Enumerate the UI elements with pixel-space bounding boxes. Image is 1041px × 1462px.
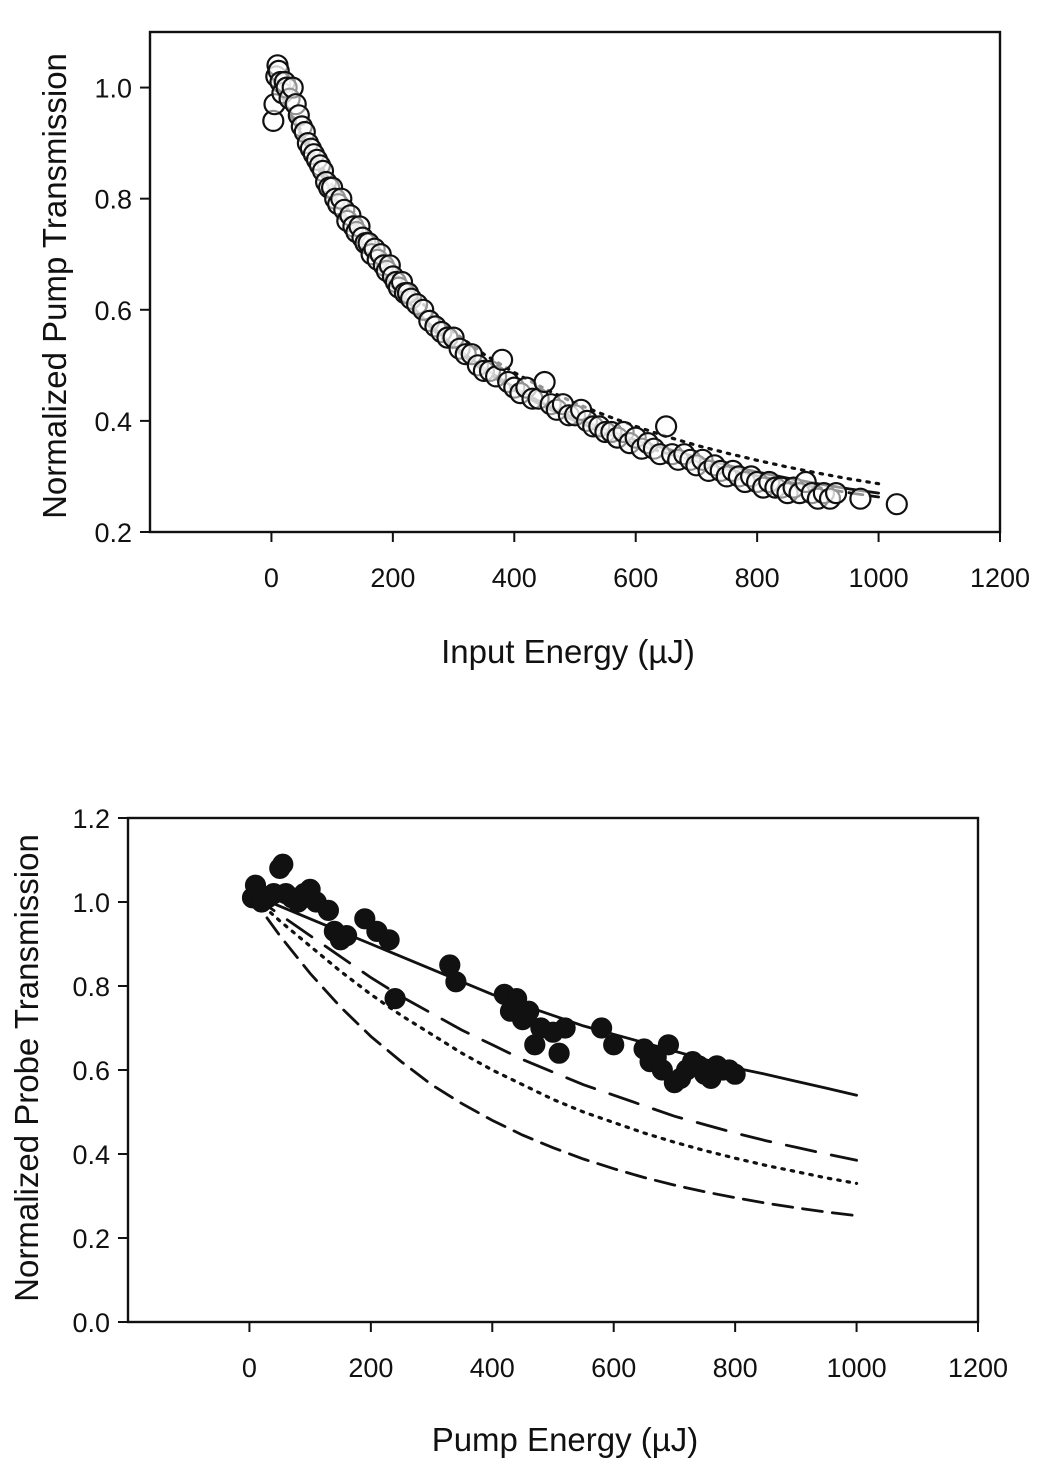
probe-data-point [336,924,358,947]
probe-x-axis: 0 200 400 600 800 1000 1200 [242,1322,1008,1383]
probe-data-point [384,987,406,1010]
probe-series-layer [241,853,859,1218]
pump-x-tick-label: 1000 [849,563,909,593]
probe-data-point [657,1034,680,1056]
probe-data-point [272,853,294,875]
probe-y-tick-label: 0.2 [72,1224,110,1254]
probe-data-point [378,929,400,951]
probe-x-tick-label: 200 [348,1353,393,1383]
probe-x-axis-title: Pump Energy (µJ) [432,1421,699,1458]
pump-data-point [885,493,908,516]
probe-fit-curve-medium-dash [248,892,858,1218]
pump-data-point [491,348,514,371]
probe-x-tick-label: 1200 [948,1353,1008,1383]
pump-y-tick-label: 0.2 [94,518,132,548]
probe-x-tick-label: 400 [470,1353,515,1383]
probe-data-point [548,1042,570,1064]
probe-data-point [724,1063,746,1085]
pump-x-axis-title: Input Energy (µJ) [441,633,695,670]
pump-plot-frame [148,30,1002,534]
probe-y-tick-label: 0.4 [72,1140,110,1170]
probe-data-point [590,1017,613,1039]
probe-y-tick-label: 1.0 [72,888,110,918]
pump-x-axis: 0 200 400 600 800 1000 1200 [264,532,1030,593]
probe-fit-curve-long-dash [248,892,858,1162]
pump-y-axis: 0.2 0.4 0.6 0.8 1.0 [94,74,150,548]
pump-x-tick-label: 400 [492,563,537,593]
pump-y-tick-label: 0.6 [94,296,132,326]
probe-x-tick-label: 0 [242,1353,257,1383]
probe-y-axis-title: Normalized Probe Transmission [8,834,45,1302]
probe-x-tick-label: 800 [713,1353,758,1383]
probe-data-point [317,899,339,922]
probe-data-point [554,1017,576,1039]
pump-x-tick-label: 0 [264,563,279,593]
pump-x-tick-label: 200 [370,563,415,593]
pump-data-point [824,482,848,505]
pump-plot-border [148,30,1002,534]
probe-y-tick-label: 0.6 [72,1056,110,1086]
pump-y-tick-label: 1.0 [94,74,132,104]
probe-y-tick-label: 1.2 [72,804,110,834]
probe-fit-curve-dotted [247,892,859,1185]
probe-x-tick-label: 1000 [827,1353,887,1383]
probe-data-point [518,1000,540,1022]
pump-data-point [654,415,678,438]
pump-x-tick-label: 1200 [970,563,1030,593]
pump-y-tick-label: 0.8 [94,185,132,215]
pump-series-layer [262,54,908,516]
probe-data-point [603,1034,625,1056]
probe-y-axis: 0.0 0.2 0.4 0.6 0.8 1.0 1.2 [72,804,128,1338]
chart-pump-transmission: 0.2 0.4 0.6 0.8 1.0 0 200 400 600 800 1000 1200 In… [36,30,1030,670]
probe-x-tick-label: 600 [591,1353,636,1383]
pump-data-point [849,487,872,510]
pump-y-axis-title: Normalized Pump Transmission [36,53,73,519]
probe-y-tick-label: 0.0 [72,1308,110,1338]
pump-x-tick-label: 800 [735,563,780,593]
pump-y-tick-label: 0.4 [94,407,132,437]
probe-y-tick-label: 0.8 [72,972,110,1002]
probe-data-point [445,971,467,993]
chart-probe-transmission: 0.0 0.2 0.4 0.6 0.8 1.0 1.2 0 200 400 600 800 1000 1… [8,804,1008,1458]
pump-x-tick-label: 600 [613,563,658,593]
pump-data-point [533,370,556,394]
